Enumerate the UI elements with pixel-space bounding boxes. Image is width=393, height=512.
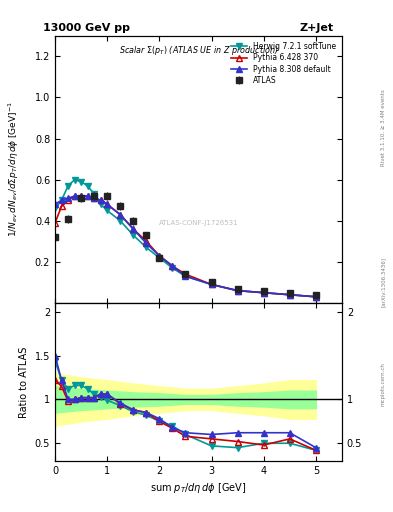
Herwig 7.2.1 softTune bbox=[79, 179, 83, 185]
Pythia 8.308 default bbox=[105, 201, 110, 207]
Pythia 8.308 default bbox=[287, 292, 292, 298]
Pythia 8.308 default bbox=[157, 252, 162, 259]
Pythia 6.428 370 bbox=[170, 263, 175, 269]
Text: 13000 GeV pp: 13000 GeV pp bbox=[43, 23, 130, 33]
Legend: Herwig 7.2.1 softTune, Pythia 6.428 370, Pythia 8.308 default, ATLAS: Herwig 7.2.1 softTune, Pythia 6.428 370,… bbox=[229, 39, 338, 87]
Herwig 7.2.1 softTune bbox=[157, 254, 162, 261]
Pythia 8.308 default bbox=[92, 195, 97, 201]
Y-axis label: $1/N_{ev}\,dN_{ev}/d\Sigma p_T/d\eta\,d\phi\;[\mathrm{GeV}]^{-1}$: $1/N_{ev}\,dN_{ev}/d\Sigma p_T/d\eta\,d\… bbox=[6, 101, 20, 238]
Pythia 8.308 default bbox=[72, 193, 77, 199]
Pythia 6.428 370 bbox=[85, 193, 90, 199]
Pythia 6.428 370 bbox=[98, 197, 103, 203]
Line: Pythia 8.308 default: Pythia 8.308 default bbox=[52, 194, 319, 300]
Herwig 7.2.1 softTune bbox=[72, 177, 77, 183]
Pythia 6.428 370 bbox=[72, 193, 77, 199]
X-axis label: sum $p_T/d\eta\,d\phi$ [GeV]: sum $p_T/d\eta\,d\phi$ [GeV] bbox=[150, 481, 247, 495]
Herwig 7.2.1 softTune bbox=[92, 191, 97, 197]
Text: [arXiv:1306.3436]: [arXiv:1306.3436] bbox=[381, 257, 386, 307]
Pythia 8.308 default bbox=[79, 193, 83, 199]
Pythia 8.308 default bbox=[66, 195, 70, 201]
Line: Pythia 6.428 370: Pythia 6.428 370 bbox=[52, 194, 319, 300]
Pythia 8.308 default bbox=[183, 273, 188, 280]
Pythia 6.428 370 bbox=[157, 252, 162, 259]
Pythia 8.308 default bbox=[85, 193, 90, 199]
Herwig 7.2.1 softTune bbox=[314, 294, 318, 300]
Pythia 8.308 default bbox=[59, 197, 64, 203]
Pythia 6.428 370 bbox=[105, 201, 110, 207]
Herwig 7.2.1 softTune bbox=[235, 288, 240, 294]
Herwig 7.2.1 softTune bbox=[118, 218, 123, 224]
Text: Scalar $\Sigma(p_T)$ (ATLAS UE in Z production): Scalar $\Sigma(p_T)$ (ATLAS UE in Z prod… bbox=[119, 44, 278, 57]
Herwig 7.2.1 softTune bbox=[144, 244, 149, 250]
Line: Herwig 7.2.1 softTune: Herwig 7.2.1 softTune bbox=[52, 177, 319, 300]
Pythia 6.428 370 bbox=[183, 271, 188, 278]
Herwig 7.2.1 softTune bbox=[170, 265, 175, 271]
Pythia 6.428 370 bbox=[118, 211, 123, 218]
Herwig 7.2.1 softTune bbox=[183, 273, 188, 280]
Herwig 7.2.1 softTune bbox=[209, 282, 214, 288]
Pythia 6.428 370 bbox=[131, 226, 136, 232]
Herwig 7.2.1 softTune bbox=[59, 197, 64, 203]
Pythia 6.428 370 bbox=[144, 238, 149, 244]
Herwig 7.2.1 softTune bbox=[131, 232, 136, 238]
Pythia 8.308 default bbox=[53, 201, 57, 207]
Pythia 6.428 370 bbox=[53, 220, 57, 226]
Text: ATLAS-CONF-J1726531: ATLAS-CONF-J1726531 bbox=[159, 220, 238, 226]
Pythia 8.308 default bbox=[144, 240, 149, 246]
Pythia 6.428 370 bbox=[59, 203, 64, 209]
Y-axis label: Ratio to ATLAS: Ratio to ATLAS bbox=[19, 346, 29, 418]
Pythia 8.308 default bbox=[314, 294, 318, 300]
Pythia 8.308 default bbox=[235, 288, 240, 294]
Pythia 6.428 370 bbox=[314, 294, 318, 300]
Pythia 8.308 default bbox=[118, 211, 123, 218]
Herwig 7.2.1 softTune bbox=[53, 205, 57, 211]
Herwig 7.2.1 softTune bbox=[287, 292, 292, 298]
Text: Rivet 3.1.10, ≥ 3.4M events: Rivet 3.1.10, ≥ 3.4M events bbox=[381, 90, 386, 166]
Pythia 8.308 default bbox=[170, 263, 175, 269]
Pythia 6.428 370 bbox=[235, 288, 240, 294]
Herwig 7.2.1 softTune bbox=[66, 183, 70, 189]
Pythia 6.428 370 bbox=[66, 197, 70, 203]
Pythia 6.428 370 bbox=[261, 290, 266, 296]
Pythia 8.308 default bbox=[98, 197, 103, 203]
Text: Z+Jet: Z+Jet bbox=[300, 23, 334, 33]
Pythia 6.428 370 bbox=[92, 195, 97, 201]
Pythia 6.428 370 bbox=[209, 282, 214, 288]
Pythia 6.428 370 bbox=[79, 193, 83, 199]
Pythia 6.428 370 bbox=[287, 292, 292, 298]
Pythia 8.308 default bbox=[131, 226, 136, 232]
Herwig 7.2.1 softTune bbox=[85, 183, 90, 189]
Text: mcplots.cern.ch: mcplots.cern.ch bbox=[381, 362, 386, 406]
Herwig 7.2.1 softTune bbox=[98, 201, 103, 207]
Pythia 8.308 default bbox=[261, 290, 266, 296]
Herwig 7.2.1 softTune bbox=[105, 207, 110, 214]
Pythia 8.308 default bbox=[209, 282, 214, 288]
Herwig 7.2.1 softTune bbox=[261, 290, 266, 296]
